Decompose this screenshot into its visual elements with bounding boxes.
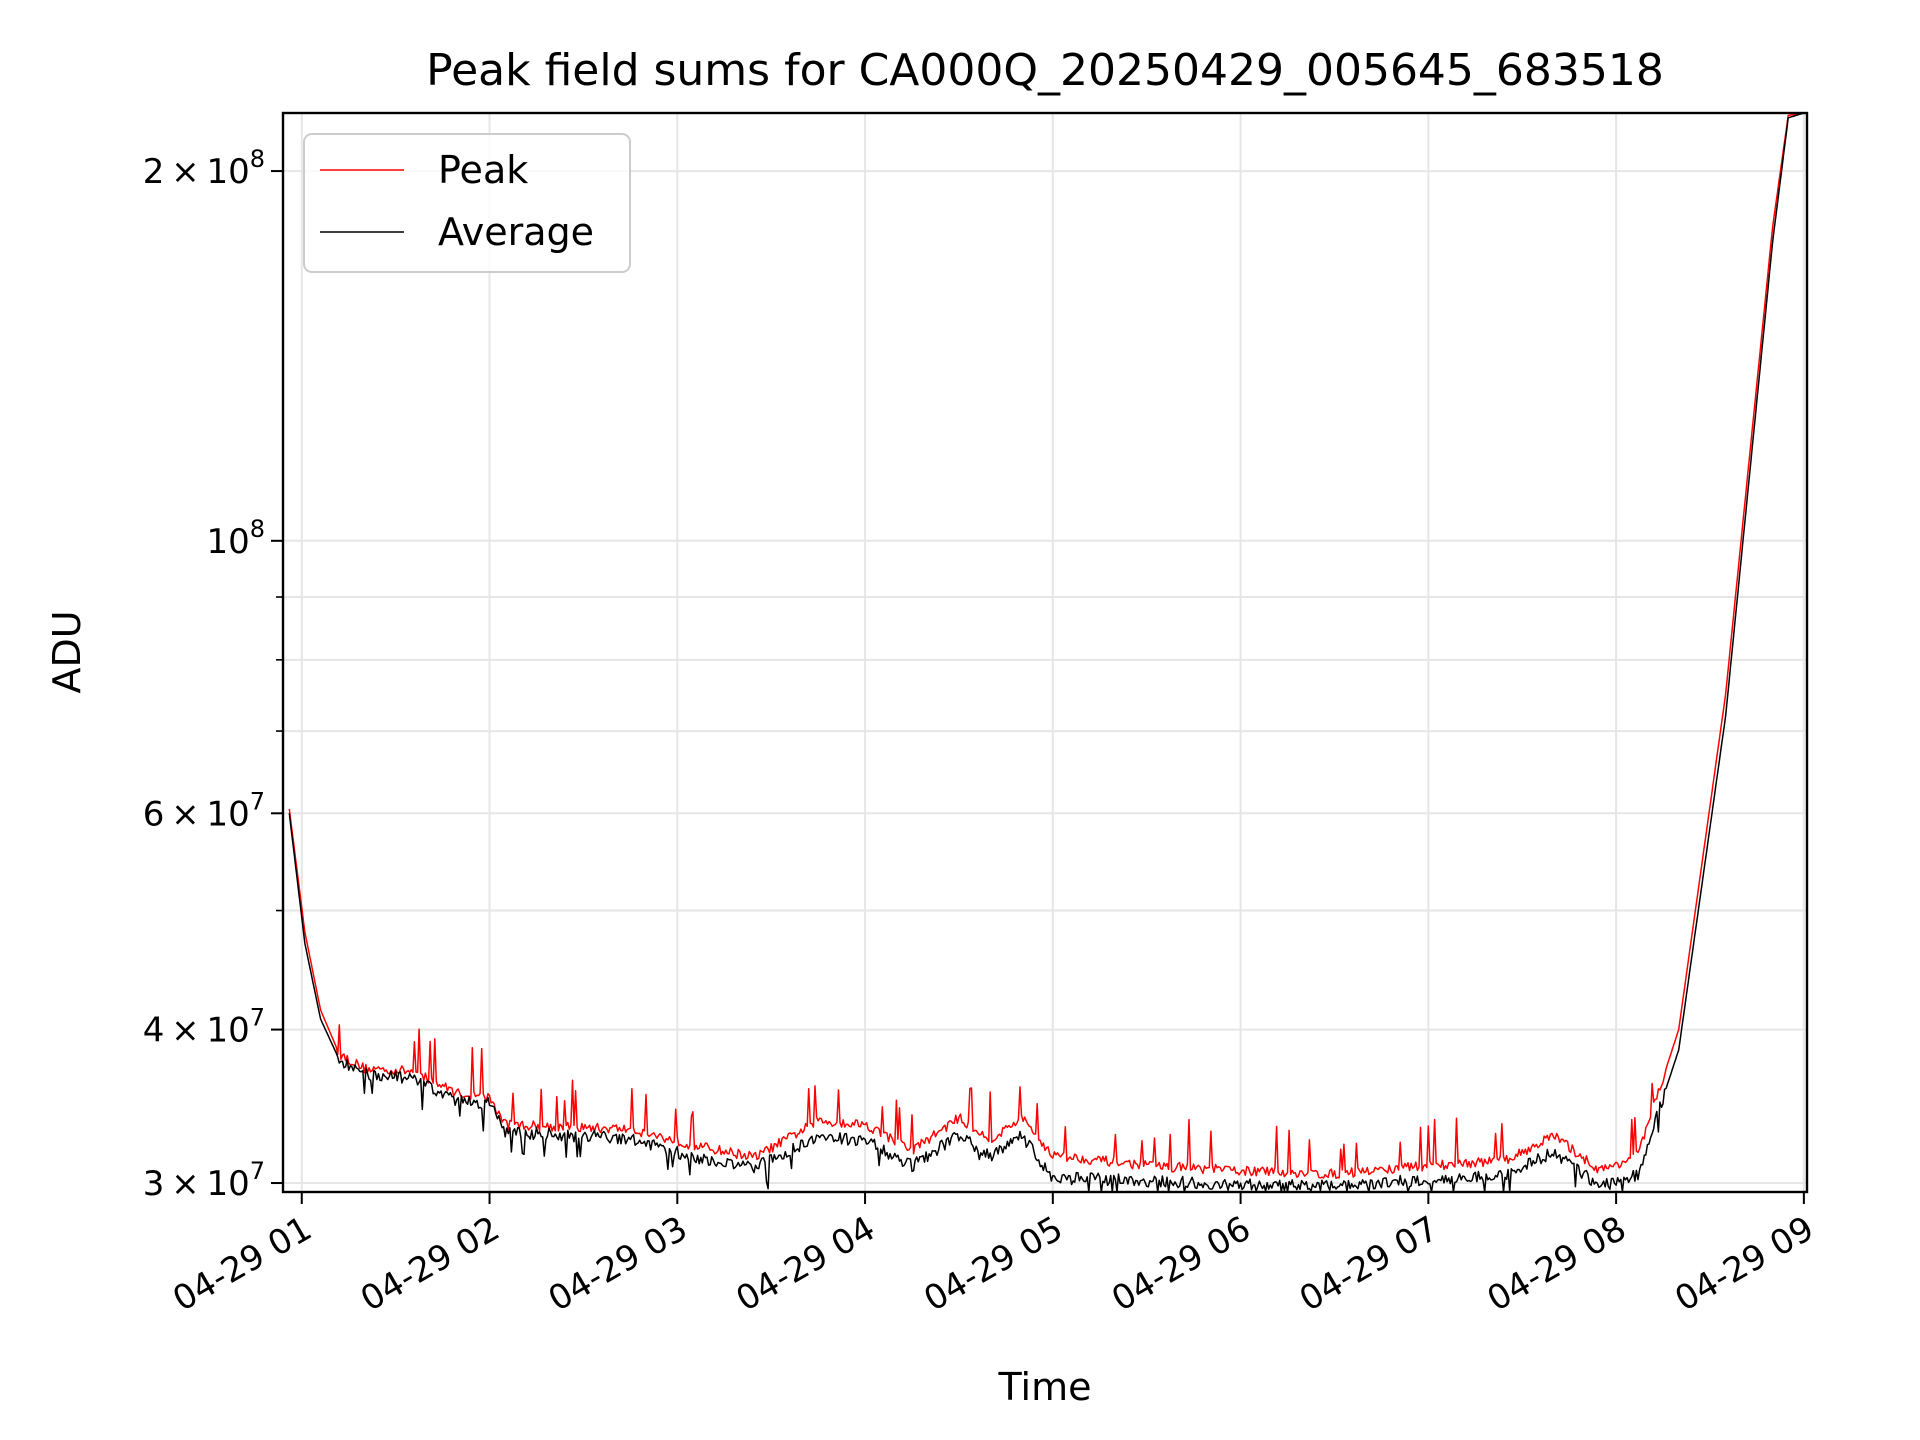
- legend-box: [303, 133, 631, 273]
- y-tick-label: 6 × 107: [143, 787, 265, 834]
- legend-label-peak: Peak: [438, 148, 528, 192]
- y-tick-label: 3 × 107: [143, 1157, 265, 1204]
- y-tick-label: 108: [206, 515, 265, 562]
- y-tick-exponent: 8: [250, 515, 265, 543]
- plot-area: [283, 113, 1807, 1192]
- series-lines: [288, 112, 1805, 1193]
- y-tick-base: 2 × 10: [143, 152, 250, 192]
- y-tick-exponent: 8: [250, 145, 265, 173]
- grid: [283, 113, 1807, 1192]
- y-tick-exponent: 7: [250, 787, 265, 815]
- y-tick-label: 2 × 108: [143, 145, 265, 192]
- y-tick-base: 4 × 10: [143, 1011, 250, 1051]
- legend: Peak Average: [303, 133, 631, 273]
- plot-frame: [281, 111, 1809, 1194]
- x-axis-label: Time: [998, 1365, 1092, 1409]
- y-tick-base: 6 × 10: [143, 794, 250, 834]
- series-line-peak: [288, 112, 1804, 1180]
- y-tick-label: 4 × 107: [143, 1004, 265, 1051]
- y-tick-exponent: 7: [250, 1004, 265, 1032]
- y-axis-label: ADU: [45, 610, 89, 693]
- legend-label-average: Average: [438, 210, 594, 254]
- y-tick-exponent: 7: [250, 1157, 265, 1185]
- series-line-average: [288, 112, 1805, 1193]
- chart-title: Peak field sums for CA000Q_20250429_0056…: [426, 45, 1664, 96]
- y-tick-base: 3 × 10: [143, 1164, 250, 1204]
- y-tick-base: 10: [206, 522, 249, 562]
